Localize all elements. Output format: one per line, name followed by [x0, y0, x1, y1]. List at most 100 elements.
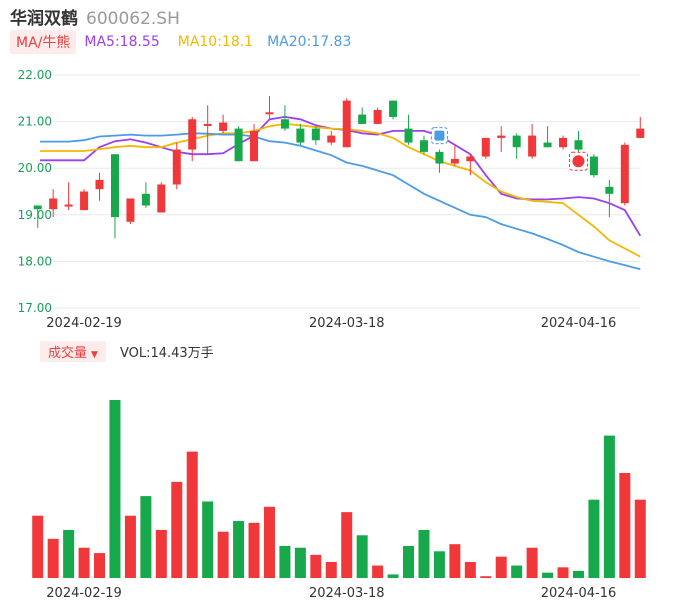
volume-bar: [32, 515, 44, 578]
volume-bar: [202, 501, 214, 578]
volume-bar: [140, 496, 152, 578]
volume-bar: [542, 572, 554, 578]
x-tick-label: 2024-02-19: [46, 586, 122, 601]
volume-bar: [186, 451, 198, 578]
x-tick-label: 2024-04-16: [541, 316, 617, 331]
volume-bar: [433, 551, 445, 578]
volume-bar: [341, 512, 353, 578]
y-tick-label: 18.00: [18, 254, 52, 268]
candle-body: [543, 142, 552, 148]
candle-body: [234, 128, 243, 162]
volume-bar: [217, 531, 229, 578]
candle-body: [435, 151, 444, 164]
candle-body: [95, 179, 104, 190]
candle-body: [157, 184, 166, 213]
volume-bar: [619, 472, 631, 578]
candle-body: [497, 135, 506, 138]
volume-bar: [495, 556, 507, 578]
candle-body: [80, 191, 89, 211]
volume-bar: [155, 529, 167, 578]
candle-body: [512, 135, 521, 148]
candle-body: [188, 119, 197, 150]
ma20-label: MA20:17.83: [267, 34, 352, 50]
candle-body: [296, 128, 305, 143]
candle-body: [172, 149, 181, 185]
ma20-line: [40, 132, 641, 271]
candle-body: [450, 158, 459, 164]
candle-body: [219, 122, 228, 131]
price-x-axis: 2024-02-19 2024-03-18 2024-04-16: [46, 316, 616, 331]
event-markers[interactable]: [430, 127, 588, 171]
blue-event-icon: [434, 130, 445, 141]
volume-selector-button[interactable]: 成交量 ▼: [40, 340, 106, 362]
price-gridlines: [54, 74, 640, 309]
candle-body: [620, 144, 629, 204]
volume-bar: [634, 499, 646, 578]
volume-bar: [294, 547, 306, 578]
volume-bar: [356, 535, 368, 578]
volume-bar: [263, 506, 275, 578]
volume-bars: [32, 400, 646, 578]
candle-body: [265, 112, 274, 115]
volume-bar: [372, 565, 384, 578]
volume-indicator-row: 成交量 ▼ VOL:14.43万手: [40, 340, 214, 362]
candle-body: [528, 135, 537, 157]
candle-body: [203, 123, 212, 126]
volume-bar: [557, 567, 569, 578]
candle-body: [419, 140, 428, 152]
red-event-icon: [572, 155, 585, 168]
moving-average-lines: [40, 115, 642, 271]
candle-body: [389, 100, 398, 117]
candle-body: [358, 114, 367, 124]
volume-bar: [248, 522, 260, 578]
candle-body: [636, 128, 645, 138]
volume-bar: [78, 547, 90, 578]
volume-bar: [511, 565, 523, 578]
volume-bar: [449, 544, 461, 578]
y-tick-label: 22.00: [18, 68, 52, 82]
candle-body: [110, 154, 119, 218]
ma-indicator-row: MA/牛熊 MA5:18.55 MA10:18.1 MA20:17.83: [10, 30, 351, 54]
volume-bar: [63, 529, 75, 578]
ma10-line: [40, 122, 641, 258]
volume-bar: [403, 545, 415, 578]
volume-bar: [109, 400, 121, 578]
caret-down-icon: ▼: [91, 349, 98, 360]
price-y-axis: 22.00 21.00 20.00 19.00 18.00 17.00: [18, 68, 52, 315]
volume-bar: [94, 553, 106, 578]
candle-body: [250, 130, 259, 162]
candle-body: [49, 198, 58, 210]
ma10-label: MA10:18.1: [177, 34, 254, 50]
stock-code: 600062.SH: [86, 9, 180, 29]
candle-body: [589, 156, 598, 176]
candlesticks: [33, 95, 645, 239]
candle-body: [64, 204, 73, 207]
volume-bar: [464, 561, 476, 578]
x-tick-label: 2024-03-18: [309, 586, 385, 601]
volume-bar: [171, 481, 183, 578]
candle-body: [605, 186, 614, 194]
candle-body: [466, 156, 475, 162]
candle-body: [33, 205, 42, 210]
volume-bar: [387, 574, 399, 578]
indicator-selector-button[interactable]: MA/牛熊: [10, 30, 77, 54]
candle-body: [481, 137, 490, 157]
candle-body: [126, 198, 135, 222]
y-tick-label: 17.00: [18, 301, 52, 315]
volume-bar: [47, 538, 59, 578]
volume-bar: [526, 547, 538, 578]
y-tick-label: 20.00: [18, 161, 52, 175]
volume-tag-label: 成交量: [48, 345, 88, 361]
volume-bar: [325, 561, 337, 578]
stock-header: 华润双鹤 600062.SH: [10, 4, 180, 29]
volume-bar: [588, 499, 600, 578]
y-tick-label: 19.00: [18, 208, 52, 222]
candle-body: [141, 193, 150, 206]
volume-bar: [310, 554, 322, 578]
volume-bar: [418, 529, 430, 578]
candle-body: [404, 128, 413, 143]
y-tick-label: 21.00: [18, 115, 52, 129]
volume-value-label: VOL:14.43万手: [119, 345, 214, 361]
candle-body: [559, 137, 568, 148]
